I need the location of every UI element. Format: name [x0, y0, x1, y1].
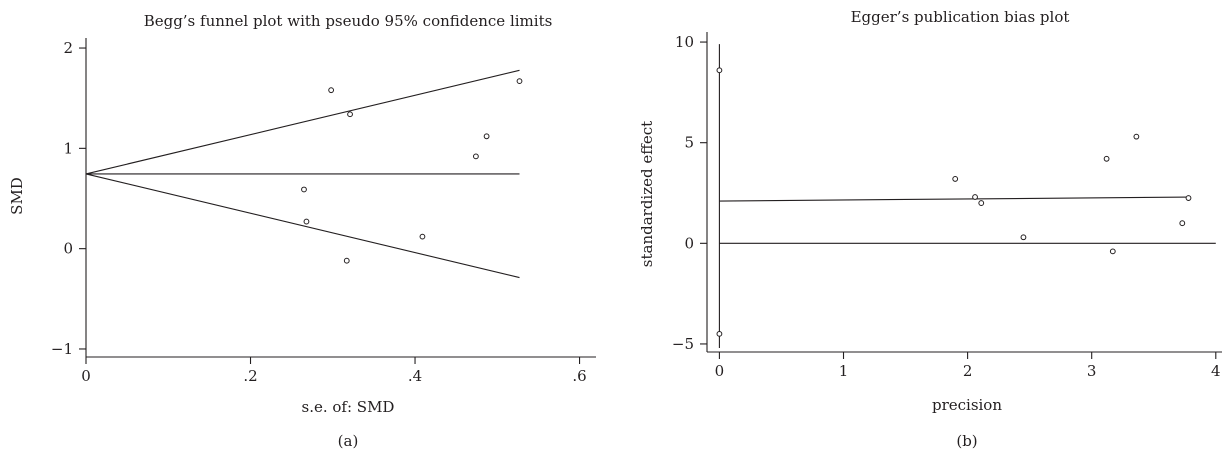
panel-b-x-tick-label: 3: [1087, 362, 1097, 380]
panel-b-data-point: [716, 67, 723, 74]
panel-a-x-ticks: 0 .2 .4 .6: [81, 357, 587, 385]
panel-b-caption: (b): [956, 432, 977, 450]
panel-a-x-tick-label: .6: [572, 367, 586, 385]
panel-a-data-point: [347, 111, 353, 118]
panel-a-y-tick-label: 0: [63, 240, 73, 258]
panel-b-x-label: precision: [932, 396, 1002, 414]
panel-b-data-point: [1179, 220, 1186, 227]
panel-a-data-point: [419, 233, 426, 240]
panel-a-data-point: [343, 257, 350, 264]
panel-a-title: Begg’s funnel plot with pseudo 95% confi…: [144, 12, 553, 30]
panel-a-y-tick-label: −1: [51, 340, 73, 358]
panel-a-x-label: s.e. of: SMD: [302, 398, 395, 416]
panel-a-points: [301, 78, 523, 264]
panel-a-x-tick-label: 0: [81, 367, 91, 385]
panel-a-data-point: [516, 78, 523, 85]
panel-b-reference-line: [719, 196, 1191, 202]
panel-a: Begg’s funnel plot with pseudo 95% confi…: [8, 12, 596, 450]
panel-b-y-tick-label: 5: [684, 134, 694, 152]
panel-b-y-ticks: −5 0 5 10: [672, 33, 707, 353]
panel-a-data-point: [328, 87, 335, 94]
panel-a-reference-line: [85, 173, 520, 279]
panel-a-x-tick-label: .4: [408, 367, 422, 385]
panel-b-y-tick-label: 0: [684, 234, 694, 252]
panel-a-x-tick-label: .2: [243, 367, 257, 385]
panel-b-x-ticks: 0 1 2 3 4: [715, 352, 1221, 380]
panel-b-y-tick-label: 10: [675, 33, 694, 51]
panel-b-y-label: standardized effect: [638, 121, 656, 267]
panel-b-data-point: [1020, 234, 1027, 241]
panel-b-data-point: [978, 200, 985, 206]
panel-a-y-tick-label: 1: [63, 139, 73, 157]
panel-a-fit-lines: [85, 69, 520, 279]
panel-a-y-label: SMD: [8, 177, 26, 215]
panel-b: Egger’s publication bias plot 0 1 2 3 4 −5 0 5…: [638, 8, 1222, 450]
panel-b-x-tick-label: 0: [715, 362, 725, 380]
panel-b-data-point: [952, 176, 959, 182]
panel-a-data-point: [303, 218, 310, 225]
panel-b-x-tick-label: 1: [839, 362, 849, 380]
panel-b-data-point: [1109, 248, 1116, 255]
panel-b-points: [716, 67, 1192, 337]
panel-b-data-point: [1185, 195, 1192, 201]
panel-b-data-point: [716, 330, 723, 337]
panel-b-y-tick-label: −5: [672, 335, 694, 353]
panel-b-data-point: [972, 194, 978, 200]
panel-a-caption: (a): [338, 432, 359, 450]
panel-b-data-point: [1133, 133, 1140, 140]
panel-b-data-point: [1103, 155, 1110, 162]
panel-b-x-tick-label: 2: [963, 362, 973, 380]
panel-a-data-point: [473, 153, 479, 160]
panel-b-title: Egger’s publication bias plot: [851, 8, 1070, 26]
panel-a-reference-line: [85, 69, 520, 175]
panel-a-data-point: [483, 133, 490, 140]
panel-a-y-tick-label: 2: [63, 39, 73, 57]
panel-b-x-tick-label: 4: [1211, 362, 1221, 380]
panel-b-fit-lines: [718, 44, 1216, 348]
panel-a-data-point: [301, 186, 307, 193]
panel-a-y-ticks: −1 0 1 2: [51, 39, 86, 358]
